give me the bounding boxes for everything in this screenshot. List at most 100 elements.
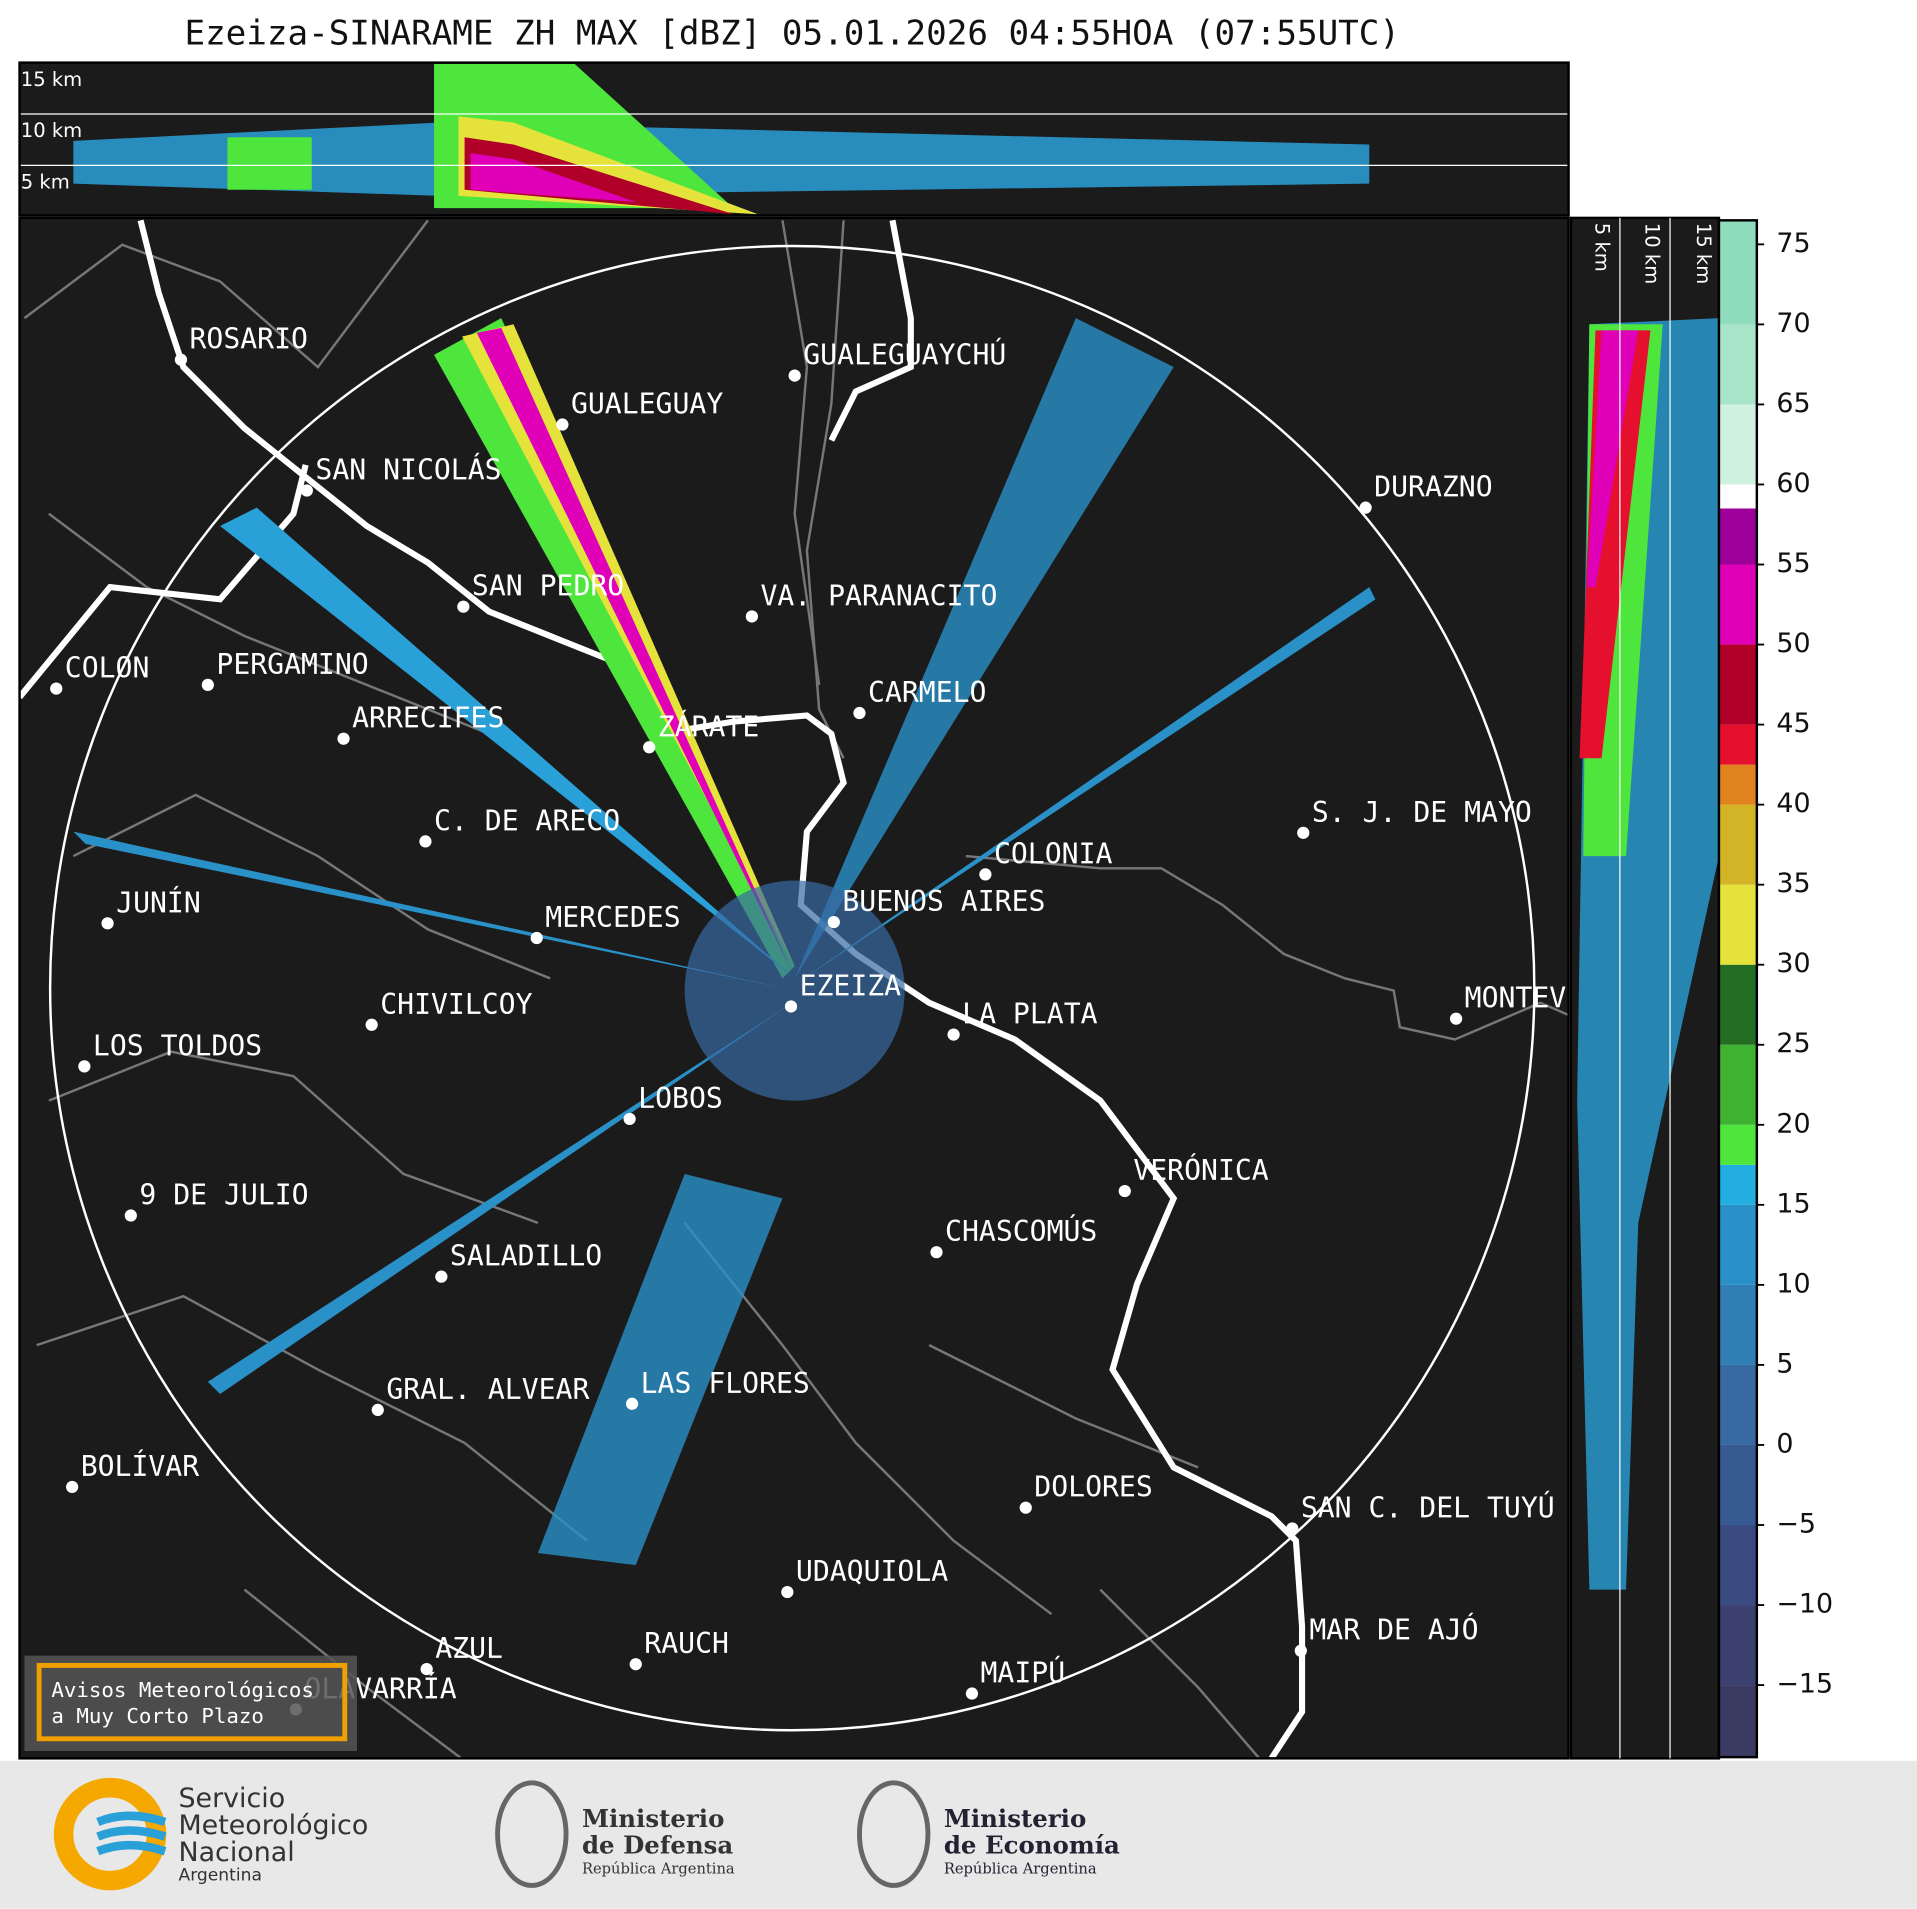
colorbar-band [1718,1204,1757,1285]
colorbar-band [1718,324,1757,405]
city-dot [745,610,758,623]
city-label: COLONIA [994,837,1113,870]
colorbar-band [1718,1364,1757,1445]
colorbar-band [1718,1284,1757,1365]
city-dot [1359,501,1372,514]
city-dot [1294,1644,1307,1657]
colorbar-tick-label: 75 [1776,228,1810,259]
colorbar: −15 −10 −5 0 5 10 15 20 25 30 35 40 45 50 55 60 65 70 75 [1717,219,1833,1759]
warning-box[interactable] [36,1662,348,1742]
colorbar-band [1718,804,1757,885]
colorbar-tick-label: 30 [1776,948,1810,979]
colorbar-tick-label: −5 [1776,1509,1816,1540]
city-label: SAN PEDRO [472,570,624,603]
height-label: 5 km [21,171,70,194]
colorbar-frame [1717,219,1759,1759]
height-label: 5 km [1590,223,1613,272]
colorbar-tick-label: 50 [1776,628,1810,659]
city-label: ARRECIFES [352,702,504,735]
colorbar-tick-label: 15 [1776,1188,1810,1219]
logo-text: Ministerio [582,1804,724,1833]
city-dot [1118,1184,1131,1198]
colorbar-band [1718,1525,1757,1606]
city-label: SAN NICOLÁS [315,453,501,487]
colorbar-band [1718,764,1757,805]
city-dot [930,1246,943,1259]
city-dot [300,484,313,497]
colorbar-band [1718,508,1757,565]
city-label: RAUCH [644,1627,729,1660]
colorbar-tick-label: 65 [1776,388,1810,419]
height-label: 10 km [21,119,82,142]
colorbar-band [1718,884,1757,965]
colorbar-band [1718,724,1757,765]
city-dot [788,369,801,382]
city-label: MERCEDES [545,901,680,934]
city-dot [979,868,992,881]
height-label: 10 km [1641,223,1664,284]
colorbar-band [1718,1164,1757,1205]
colorbar-band [1718,404,1757,485]
city-label: EZEIZA [800,969,902,1002]
city-dot [827,915,840,929]
colorbar-band [1718,1444,1757,1526]
colorbar-tick-label: 35 [1776,868,1810,899]
colorbar-tick-label: 60 [1776,468,1810,499]
city-label: LOS TOLDOS [93,1029,262,1062]
height-label: 15 km [1692,223,1715,284]
colorbar-tick-label: 45 [1776,708,1810,739]
colorbar-tick-label: 40 [1776,788,1810,819]
rivers [19,219,1306,1759]
city-label: GUALEGUAY [571,388,723,421]
city-dot [365,1018,378,1031]
profile-frame [18,61,1570,217]
city-dot [420,1662,433,1676]
city-dot [78,1060,91,1073]
logo-shield [857,1780,931,1888]
city-dot [50,682,63,695]
warning-text: Avisos Meteorológicos [51,1678,314,1702]
echoes [73,318,1376,1566]
city-dot [66,1480,79,1494]
city-label: BUENOS AIRES [842,885,1045,918]
city-label: JUNÍN [116,885,201,919]
logo-text: de Economía [944,1831,1120,1860]
city-label: MONTEVIDEO [1465,982,1634,1015]
city-label: COLON [65,652,150,685]
colorbar-band [1718,1605,1757,1686]
city-dot [947,1028,960,1041]
echo [227,137,312,190]
city-label: PERGAMINO [216,648,368,681]
city-dot [435,1270,448,1283]
footer-background [0,1760,1917,1909]
title: Ezeiza-SINARAME ZH MAX [dBZ] 05.01.2026 … [184,13,1399,53]
city-label: BOLÍVAR [81,1449,200,1483]
city-label: 9 DE JULIO [139,1179,308,1212]
city-dot [623,1112,636,1126]
echo [464,137,734,215]
city-label: ROSARIO [189,323,307,356]
top-profile [19,62,1569,216]
city-label: AZUL [435,1632,503,1665]
city-dot [1286,1522,1299,1535]
city-dot [1297,826,1310,839]
city-dot [784,1000,798,1013]
colorbar-tick-label: 55 [1776,548,1810,579]
city-dot [174,353,188,366]
city-label: LA PLATA [962,998,1097,1031]
colorbar-band [1718,484,1757,509]
echo [73,122,1370,196]
city-dot [530,931,543,945]
colorbar-tick-label: −15 [1776,1669,1833,1700]
warning-box-bg [24,1655,357,1752]
city-dot [643,741,656,754]
city-dot [1449,1012,1463,1025]
city-dot [371,1403,384,1417]
cities: ROSARIO GUALEGUAYCHÚ GUALEGUAY SAN NICOLÁS D… [50,323,1634,1716]
colorbar-band [1718,1685,1757,1758]
city-dot [124,1209,137,1222]
logo-sub: República Argentina [582,1860,735,1877]
logo-sub: Argentina [178,1866,261,1886]
city-dot [629,1658,642,1671]
